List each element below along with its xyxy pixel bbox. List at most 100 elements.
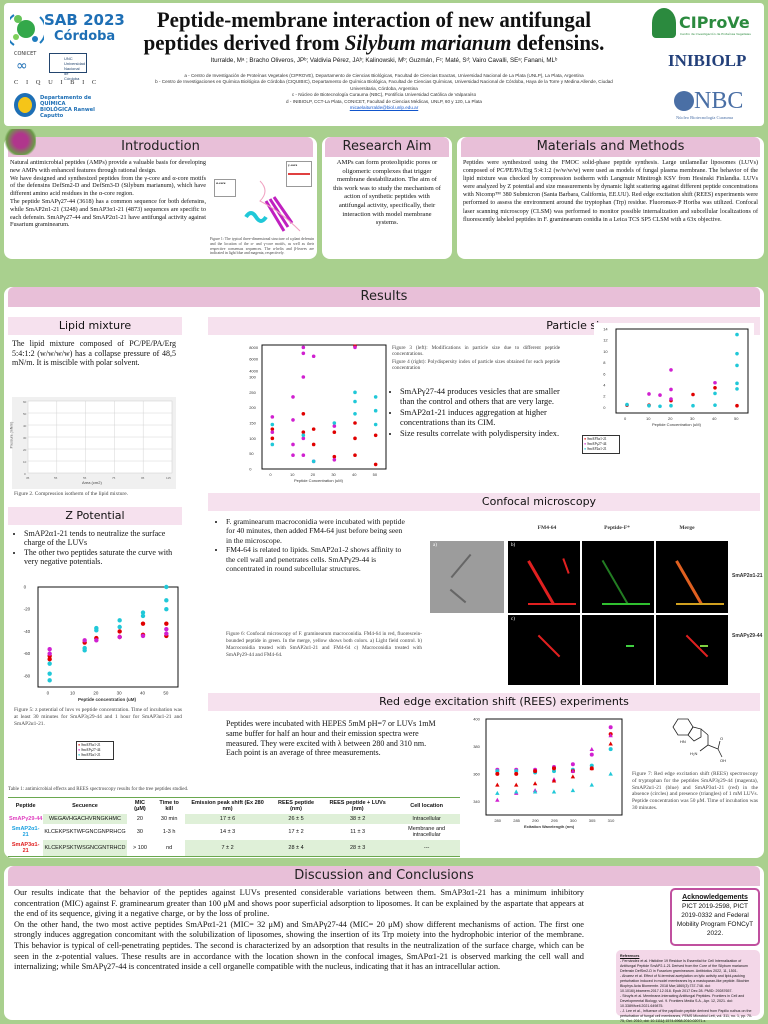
confocal-c-merge [656,615,728,685]
svg-text:310: 310 [608,818,615,823]
sab-molecule-icon [5,14,47,46]
svg-text:-40: -40 [24,629,31,634]
svg-text:-20: -20 [24,607,31,612]
defensin-structure-figure: α-core γ-core [214,161,314,236]
svg-text:0: 0 [24,472,26,476]
protein-ribbon-icon [244,180,301,232]
confocal-header: Confocal microscopy [208,493,760,511]
confocal-b-merge [656,541,728,613]
isotherm-grid: 60 50 40 30 20 10 0 35 55 55 75 95 115 [23,400,173,480]
confocal-c-peptide [582,615,654,685]
svg-text:300: 300 [249,375,256,380]
svg-text:50: 50 [249,451,254,456]
svg-text:40: 40 [352,472,357,477]
contact-email[interactable]: micaelaiturralde@biol.unlp.edu.ar [349,105,419,111]
svg-text:290: 290 [532,818,539,823]
svg-text:10: 10 [646,416,651,421]
svg-text:0: 0 [249,467,252,472]
svg-text:6: 6 [603,371,606,376]
svg-text:40: 40 [23,424,27,428]
confocal-row-label-b: SmAP2α1-21 [732,573,763,579]
affiliations: a - Centro de Investigación de Proteínas… [144,73,624,111]
svg-text:50: 50 [163,691,169,696]
svg-text:-80: -80 [24,673,31,678]
ciquibic-logo: C I Q U I B I C [14,79,100,86]
svg-text:Peptide Concentration (uM): Peptide Concentration (uM) [294,478,344,483]
svg-text:30: 30 [117,691,123,696]
confocal-b-fm464: b) [508,541,580,613]
title-line-1: Peptide-membrane interaction of new anti… [156,7,592,32]
figure3-caption: Figure 3 (left): Modifications in partic… [392,345,560,358]
gamma-core-label: γ-core [288,163,298,167]
svg-text:50: 50 [373,472,378,477]
isotherm-xlabel: Area (cm2) [82,480,102,485]
light-field-image: a) [430,541,504,613]
svg-text:12: 12 [603,338,608,343]
figure1-caption: Figure 1: The typical three-dimensional … [210,237,314,256]
svg-text:14: 14 [603,327,608,332]
svg-text:55: 55 [54,476,58,480]
svg-text:115: 115 [166,476,171,480]
svg-text:10: 10 [290,472,295,477]
confocal-c-fm464: c) [508,615,580,685]
svg-text:Peptide concentration (uM): Peptide concentration (uM) [78,697,137,702]
svg-text:0: 0 [24,585,27,590]
inibiolp-logo: INIBIOLP [668,51,747,70]
svg-text:20: 20 [668,416,673,421]
svg-text:150: 150 [249,421,256,426]
confocal-column-labels: FM4-64 Peptide-F* Merge [537,525,695,531]
tryptophan-molecule-icon: HN H₂N O OH [672,718,726,763]
svg-text:40: 40 [140,691,146,696]
svg-text:H₂N: H₂N [690,751,697,756]
svg-text:360: 360 [473,771,480,776]
svg-text:400: 400 [473,717,480,722]
svg-text:30: 30 [690,416,695,421]
svg-text:305: 305 [589,818,596,823]
svg-text:300: 300 [570,818,577,823]
svg-text:250: 250 [249,390,256,395]
z-potential-header: Z Potential [8,507,182,525]
lipid-mixture-header: Lipid mixture [8,317,182,335]
svg-text:20: 20 [311,472,316,477]
svg-text:40: 40 [712,416,717,421]
figure5-caption: Figure 5: z potential of luvs vs peptide… [14,707,182,727]
svg-text:Exitation Wavelength (nm): Exitation Wavelength (nm) [524,824,575,829]
ciprove-leaf-icon [652,8,676,38]
svg-text:285: 285 [513,818,520,823]
svg-text:-60: -60 [24,651,31,656]
svg-text:50: 50 [23,412,27,416]
legend-dot-cyan: ● [584,447,587,451]
acknowledgements-text: PICT 2019-2598, PICT 2019-0332 and Feder… [676,903,754,937]
svg-text:55: 55 [83,476,87,480]
quimica-biologica-logo: Departamento de QUÍMICA BIOLÓGICA Ranwel… [40,95,95,119]
svg-text:30: 30 [331,472,336,477]
svg-text:OH: OH [720,758,726,763]
confocal-bullets: F. graminearum macroconidia were incubat… [214,517,410,573]
compression-isotherm-chart: 60 50 40 30 20 10 0 35 55 55 75 95 115 Area (cm2) P… [9,397,176,489]
svg-text:340: 340 [473,799,480,804]
svg-text:O: O [720,736,723,741]
poster-title: Peptide-membrane interaction of new anti… [118,8,631,54]
svg-text:20: 20 [23,448,27,452]
svg-text:200: 200 [249,405,256,410]
particle-size-chart: 0 10 20 30 40 50 0 50 100 150 200 250 300 4000 6000 800… [232,339,392,489]
svg-text:30: 30 [23,436,27,440]
svg-text:50: 50 [734,416,739,421]
particle-legend: ● SmAP3α1-21 ● SmAPγ27-44 ● SmAP2α1-21 [582,435,620,454]
table-row: SmAP2α1-21 KLCEKPSKTWFGNCGNPRHCG 30 1-3 … [11,826,446,838]
legend-dot-red: ● [584,437,587,441]
nbc-emblem-icon [674,91,694,111]
discussion-header: Discussion and Conclusions [8,866,760,886]
acknowledgements-box: Acknowledgements PICT 2019-2598, PICT 20… [670,888,760,946]
ciprove-subtitle: Centro de Investigación de Proteínas Veg… [680,32,751,36]
research-aim-header: Research Aim [325,137,449,157]
svg-text:8: 8 [603,360,606,365]
polydispersity-plot: 0 10 20 30 40 50 0 2 4 6 8 10 12 14 Peptide Concentrat… [603,327,749,427]
references-title: References [620,954,640,958]
research-aim-panel: Research Aim AMPs can form proteolipidic… [322,137,452,259]
header-panel: SAB 2023 Córdoba CONICET ∞ UNC Universid… [4,3,764,126]
confocal-row-label-c: SmAPγ29-44 [732,633,763,639]
svg-text:10: 10 [70,691,76,696]
rees-text: Peptides were incubated with HEPES 5mM p… [226,719,436,758]
